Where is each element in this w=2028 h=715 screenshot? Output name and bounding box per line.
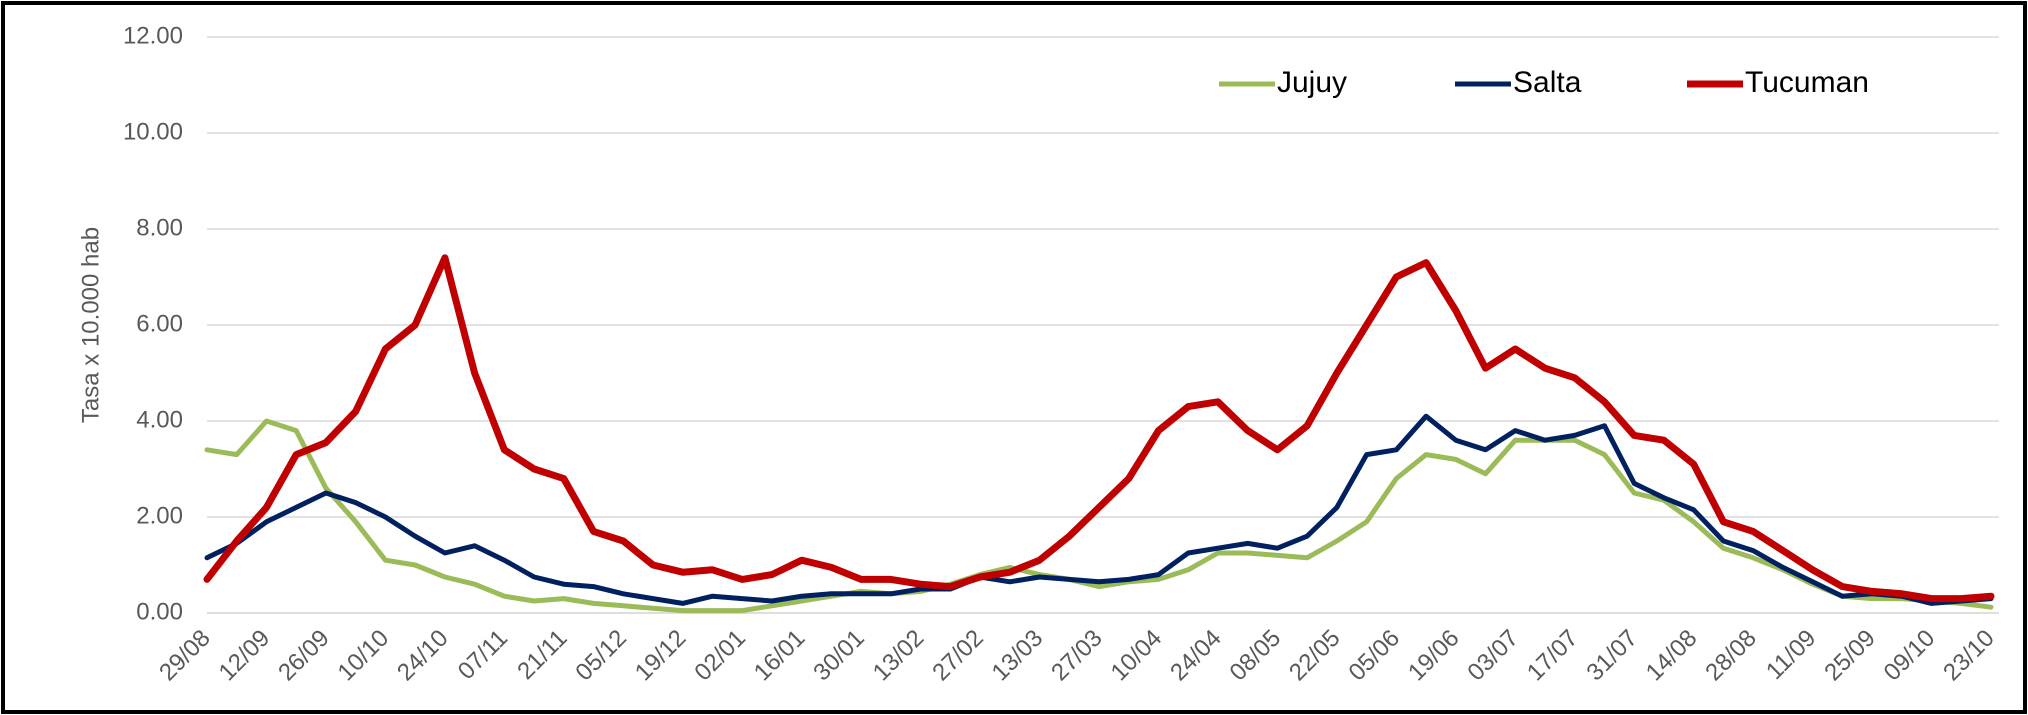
y-tick-label: 10.00 — [123, 118, 183, 145]
y-tick-label: 0.00 — [136, 598, 183, 625]
series-line — [204, 418, 1994, 614]
series-line — [204, 413, 1994, 606]
y-tick-label: 8.00 — [136, 214, 183, 241]
y-tick-label: 2.00 — [136, 502, 183, 529]
y-axis-label: Tasa x 10.000 hab — [77, 227, 104, 423]
legend-text: Tucuman — [1745, 66, 1869, 99]
y-tick-label: 12.00 — [123, 22, 183, 49]
y-tick-label: 6.00 — [136, 310, 183, 337]
y-tick-label: 4.00 — [136, 406, 183, 433]
legend-text: Jujuy — [1277, 66, 1347, 99]
series-line — [203, 254, 1995, 603]
legend-text: Salta — [1513, 66, 1582, 99]
